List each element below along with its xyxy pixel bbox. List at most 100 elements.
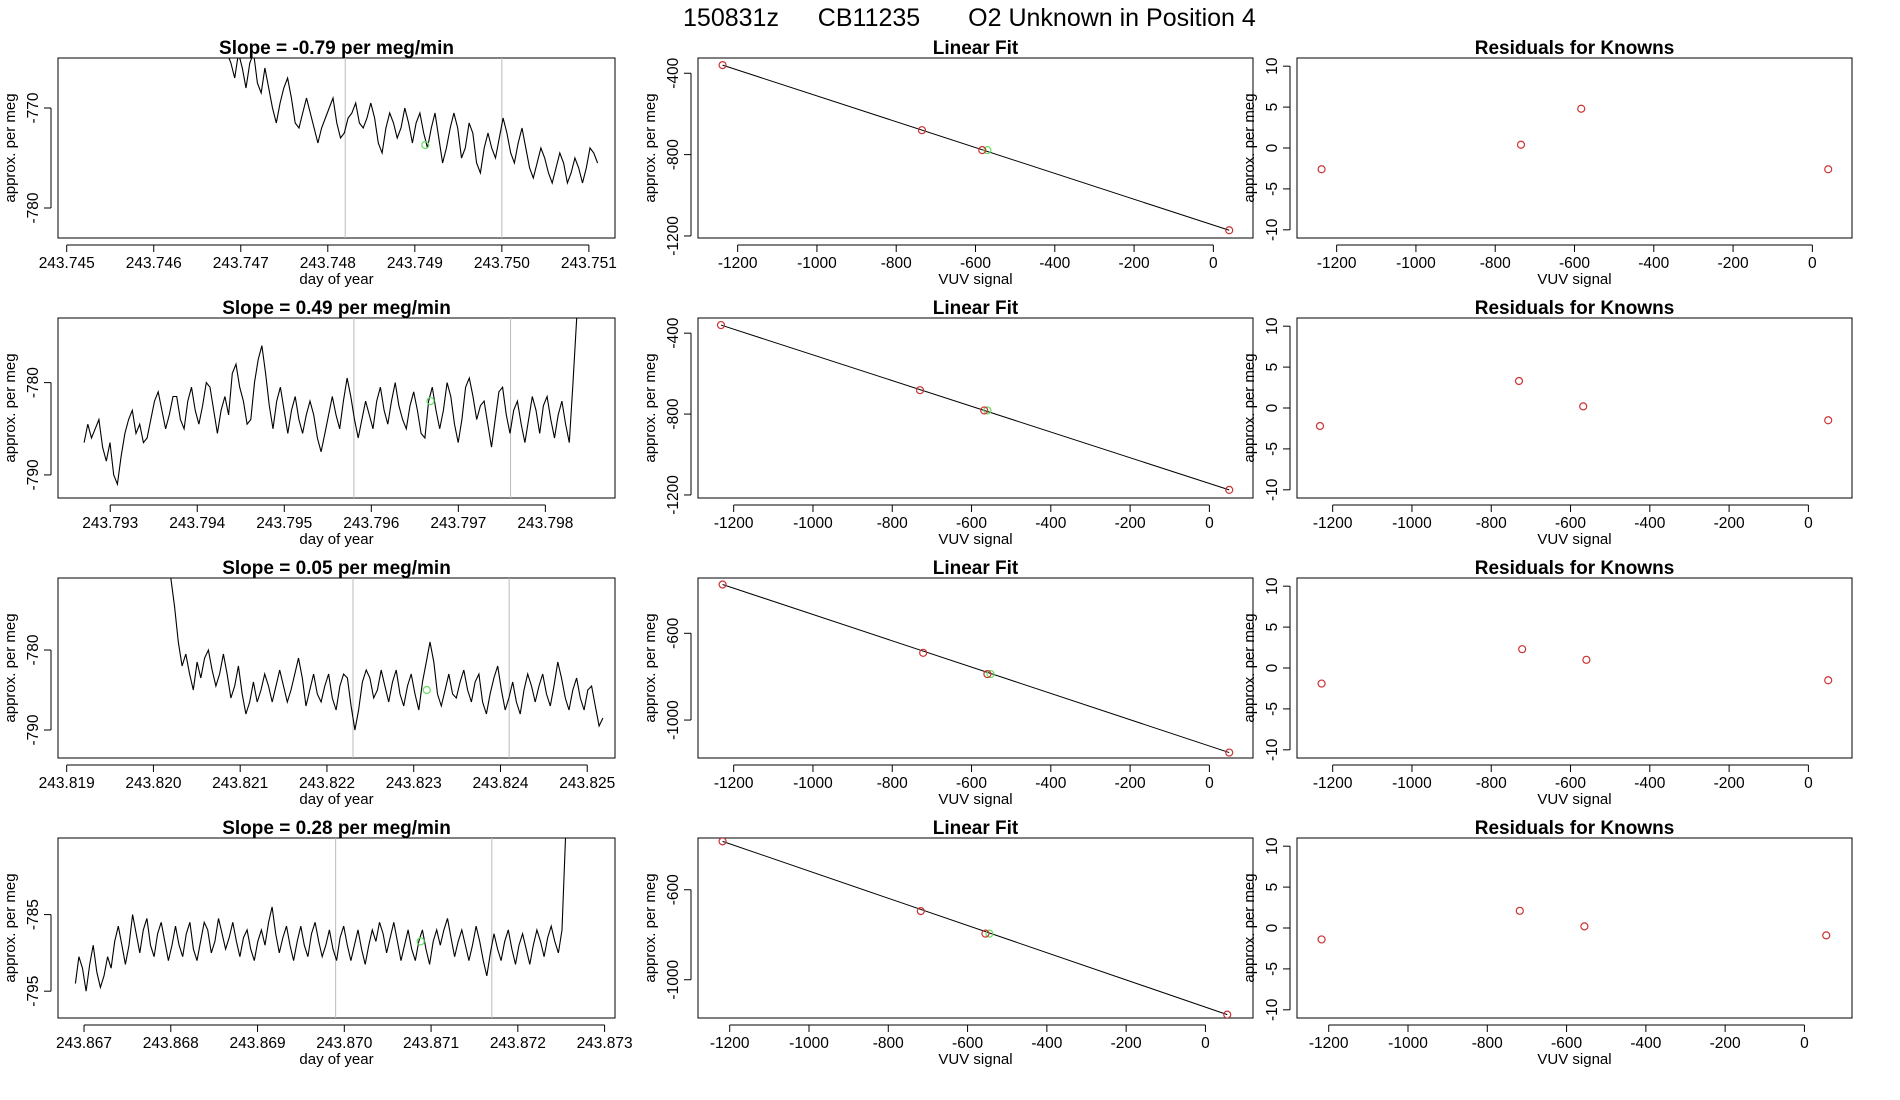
- residual-point: [1317, 679, 1326, 688]
- plot-area: [83, 318, 578, 498]
- x-tick-label: -1200: [714, 775, 754, 792]
- x-tick-label: -400: [1031, 1035, 1062, 1052]
- x-tick-label: 243.824: [472, 775, 528, 792]
- y-tick-label: 0: [1264, 143, 1281, 152]
- x-tick-label: -800: [873, 1035, 904, 1052]
- x-tick-label: -200: [1111, 1035, 1142, 1052]
- y-tick-label: 10: [1264, 837, 1281, 855]
- x-tick-label: 243.869: [230, 1035, 286, 1052]
- residual-point: [1515, 906, 1524, 915]
- x-axis: -1200 -1000 -800 -600 -400 -200 0: [714, 504, 1214, 532]
- x-tick-label: 243.745: [39, 255, 95, 272]
- y-axis-label: approx. per meg: [642, 93, 659, 202]
- signal-trace-line: [170, 578, 604, 731]
- y-tick-label: -790: [25, 714, 42, 745]
- x-tick-label: 0: [1209, 255, 1218, 272]
- residual-point: [1824, 416, 1833, 425]
- known-point: [1225, 226, 1234, 235]
- y-axis: -785 -795: [25, 899, 52, 1007]
- residual-point: [1514, 376, 1524, 386]
- y-tick-label: -5: [1264, 962, 1281, 976]
- x-tick-label: 0: [1201, 1035, 1210, 1052]
- x-tick-label: -400: [1630, 1035, 1661, 1052]
- residual-point: [1580, 922, 1589, 931]
- x-tick-label: -1000: [789, 1035, 829, 1052]
- y-tick-label: -5: [1264, 442, 1281, 456]
- plot-frame: [1296, 57, 1853, 239]
- x-tick-label: 243.796: [343, 515, 399, 532]
- y-axis-label: approx. per meg: [2, 353, 19, 462]
- y-tick-label: 5: [1264, 883, 1281, 892]
- plot-area: [1317, 104, 1833, 174]
- x-axis-label: VUV signal: [938, 791, 1012, 808]
- y-tick-label: -5: [1264, 182, 1281, 196]
- residual-point: [1824, 676, 1833, 685]
- x-tick-label: -200: [1115, 775, 1146, 792]
- y-tick-label: -600: [665, 617, 682, 648]
- y-tick-label: -785: [25, 899, 42, 930]
- x-axis: -1200 -1000 -800 -600 -400 -200 0: [710, 1024, 1210, 1052]
- y-tick-label: -400: [665, 317, 682, 348]
- x-tick-label: -600: [952, 1035, 983, 1052]
- y-tick-label: -5: [1264, 702, 1281, 716]
- x-tick-label: 243.794: [169, 515, 225, 532]
- known-point: [978, 146, 987, 155]
- y-axis: 10 5 0 -5 -10: [1264, 57, 1291, 241]
- y-axis: 10 5 0 -5 -10: [1264, 317, 1291, 501]
- y-axis-label: approx. per meg: [642, 353, 659, 462]
- known-point: [981, 929, 990, 938]
- panel-title: Linear Fit: [933, 38, 1019, 59]
- y-tick-label: 10: [1264, 57, 1281, 75]
- x-axis: 243.793 243.794 243.795 243.796 243.797 243.7…: [82, 504, 573, 532]
- x-tick-label: 243.797: [430, 515, 486, 532]
- x-axis-label: VUV signal: [1537, 791, 1611, 808]
- x-tick-label: -1200: [710, 1035, 750, 1052]
- y-tick-label: 5: [1264, 363, 1281, 372]
- x-tick-label: 243.822: [299, 775, 355, 792]
- panel-title: Residuals for Knowns: [1475, 818, 1675, 839]
- x-axis-label: VUV signal: [938, 271, 1012, 288]
- y-axis-label: approx. per meg: [2, 93, 19, 202]
- plot-area: [228, 58, 599, 238]
- y-tick-label: -400: [665, 57, 682, 88]
- known-point: [1225, 748, 1234, 757]
- y-axis-label: approx. per meg: [1241, 93, 1258, 202]
- x-tick-label: -600: [960, 255, 991, 272]
- y-axis: -600 -1000: [665, 874, 692, 1000]
- x-tick-label: -200: [1115, 515, 1146, 532]
- y-tick-label: 5: [1264, 623, 1281, 632]
- y-tick-label: -1200: [665, 216, 682, 256]
- unknown-point: [986, 669, 995, 679]
- signal-trace-line: [83, 318, 578, 487]
- y-axis-label: approx. per meg: [1241, 353, 1258, 462]
- figure-header: 150831z CB11235 O2 Unknown in Position 4: [683, 4, 1256, 32]
- y-tick-label: -780: [25, 192, 42, 223]
- y-axis-label: approx. per meg: [2, 613, 19, 722]
- y-tick-label: -790: [25, 459, 42, 490]
- residual-point: [1822, 931, 1831, 940]
- panel-title: Residuals for Knowns: [1475, 38, 1675, 59]
- y-tick-label: 0: [1264, 663, 1281, 672]
- plot-frame: [697, 57, 1254, 239]
- x-tick-label: 243.868: [143, 1035, 199, 1052]
- unknown-mean-point: [426, 396, 435, 406]
- fit-line: [722, 64, 1230, 231]
- x-tick-label: -600: [1555, 515, 1586, 532]
- known-point: [1225, 485, 1234, 495]
- y-tick-label: -1000: [665, 700, 682, 740]
- plot-frame: [1296, 577, 1853, 759]
- x-axis: -1200 -1000 -800 -600 -400 -200 0: [714, 764, 1214, 792]
- y-tick-label: -800: [665, 139, 682, 170]
- y-axis-label: approx. per meg: [2, 873, 19, 982]
- plot-area: [74, 838, 567, 1018]
- y-tick-label: 5: [1264, 103, 1281, 112]
- plot-frame: [697, 317, 1254, 499]
- x-tick-label: 243.793: [82, 515, 138, 532]
- unknown-point: [983, 406, 992, 415]
- x-tick-label: -1000: [797, 255, 837, 272]
- x-tick-label: -1000: [1388, 1035, 1428, 1052]
- panel-resid-row-3: Residuals for Knowns-1200 -1000 -800 -600 -4…: [1241, 558, 1853, 808]
- x-tick-label: -400: [1035, 775, 1066, 792]
- x-tick-label: -1200: [718, 255, 758, 272]
